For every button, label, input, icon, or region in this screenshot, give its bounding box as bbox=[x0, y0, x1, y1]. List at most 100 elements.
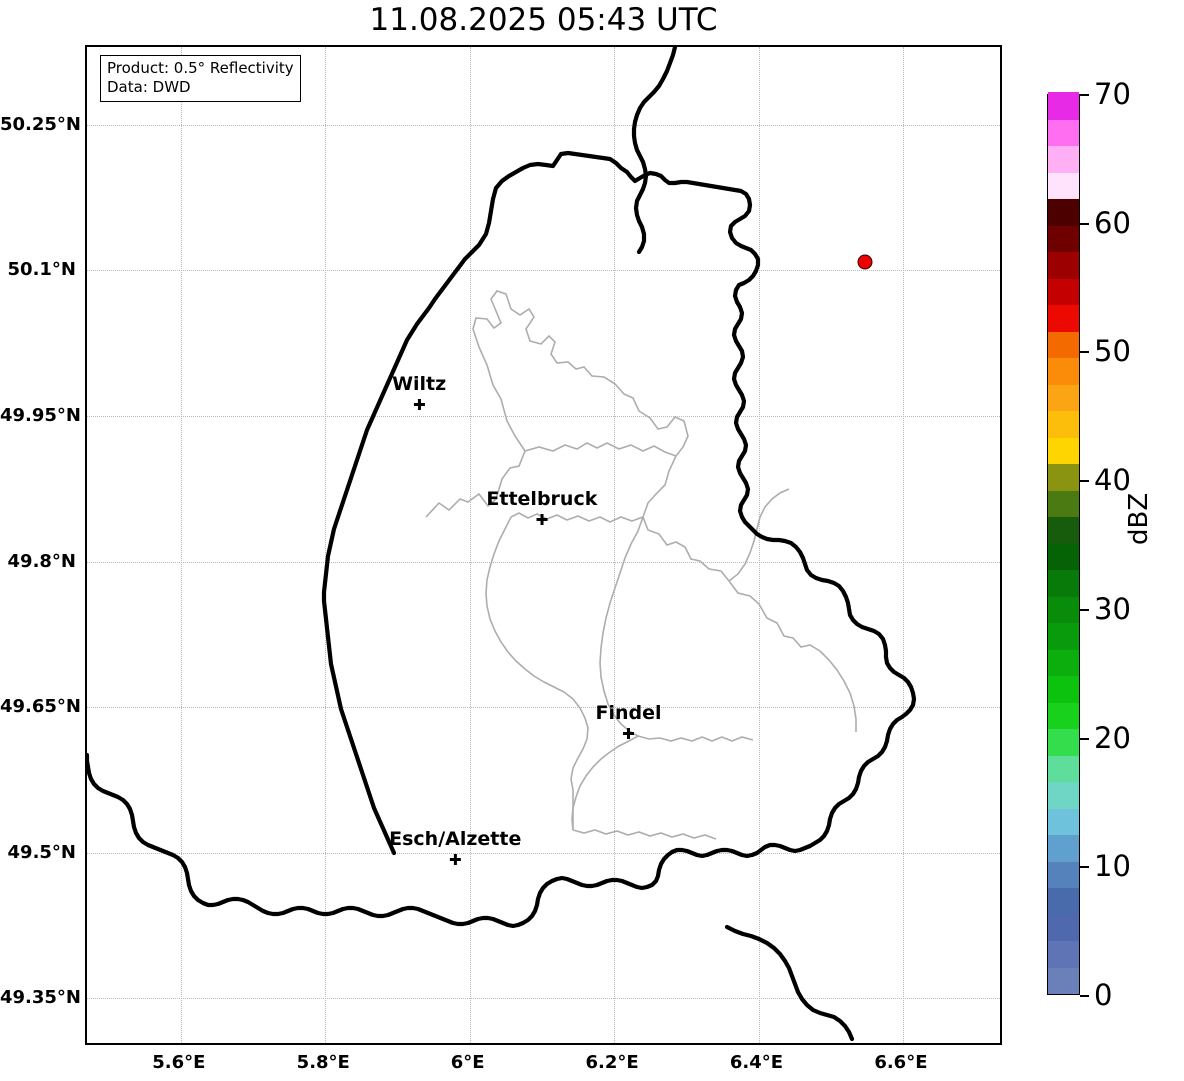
colorbar-tick-mark bbox=[1080, 737, 1089, 740]
colorbar-band bbox=[1048, 940, 1079, 968]
colorbar-band bbox=[1048, 489, 1079, 517]
gridline-horizontal bbox=[87, 998, 1000, 1000]
colorbar-band bbox=[1048, 92, 1079, 120]
city-name: Findel bbox=[595, 702, 662, 725]
city-cross-marker-icon bbox=[623, 728, 635, 740]
city-name: Ettelbruck bbox=[486, 487, 598, 510]
city-label-ettelbruck: Ettelbruck bbox=[486, 487, 598, 525]
colorbar-band bbox=[1048, 463, 1079, 491]
colorbar-band bbox=[1048, 887, 1079, 915]
colorbar-tick-label: 10 bbox=[1094, 849, 1131, 884]
colorbar-band bbox=[1048, 171, 1079, 199]
neighbour-border-ne bbox=[631, 47, 678, 255]
x-axis-tick-label: 6°E bbox=[450, 1052, 485, 1073]
city-label-findel: Findel bbox=[595, 702, 662, 740]
luxembourg-border-west bbox=[321, 249, 475, 856]
gridline-vertical bbox=[325, 47, 327, 1043]
city-name: Wiltz bbox=[392, 373, 447, 396]
colorbar-band bbox=[1048, 860, 1079, 888]
colorbar-band bbox=[1048, 118, 1079, 146]
colorbar-band bbox=[1048, 807, 1079, 835]
gridline-horizontal bbox=[87, 561, 1000, 563]
colorbar-band bbox=[1048, 834, 1079, 862]
colorbar-tick-label: 20 bbox=[1094, 720, 1131, 755]
gridline-vertical bbox=[614, 47, 616, 1043]
map-plot-area[interactable]: Wiltz Ettelbruck Findel Esch/Alzette Produc… bbox=[85, 45, 1002, 1045]
y-axis-tick-label: 50.25°N bbox=[0, 113, 81, 135]
gridline-vertical bbox=[469, 47, 471, 1043]
y-axis-tick-label: 49.5°N bbox=[7, 841, 76, 863]
colorbar-band bbox=[1048, 701, 1079, 729]
colorbar-band bbox=[1048, 542, 1079, 570]
colorbar-tick-label: 70 bbox=[1094, 77, 1131, 111]
colorbar-band bbox=[1048, 966, 1079, 994]
y-axis-tick-label: 50.1°N bbox=[7, 259, 76, 281]
colorbar-tick-label: 0 bbox=[1094, 978, 1113, 1012]
colorbar-band bbox=[1048, 648, 1079, 676]
x-axis-tick-label: 6.2°E bbox=[585, 1052, 639, 1073]
x-axis-tick-label: 6.4°E bbox=[729, 1052, 784, 1073]
colorbar-tick-mark bbox=[1080, 995, 1089, 997]
data-source-line: Data: DWD bbox=[107, 78, 191, 97]
y-axis-tick-label: 49.8°N bbox=[7, 550, 76, 572]
canton-boundaries bbox=[425, 290, 857, 840]
neighbour-border-se bbox=[724, 924, 855, 1042]
map-borders-svg bbox=[87, 47, 917, 1042]
colorbar-tick-mark bbox=[1080, 94, 1089, 96]
gridline-vertical bbox=[180, 47, 182, 1043]
x-axis-tick-label: 5.6°E bbox=[152, 1052, 206, 1073]
city-cross-marker-icon bbox=[413, 399, 425, 411]
y-axis-tick-label: 49.35°N bbox=[0, 987, 81, 1009]
colorbar-band bbox=[1048, 277, 1079, 305]
gridline-vertical bbox=[902, 47, 904, 1043]
colorbar-tick-mark bbox=[1080, 866, 1089, 869]
colorbar-band bbox=[1048, 622, 1079, 650]
colorbar-tick-mark bbox=[1080, 351, 1089, 354]
colorbar-band bbox=[1048, 198, 1079, 226]
city-label-wiltz: Wiltz bbox=[392, 373, 447, 411]
colorbar-band bbox=[1048, 781, 1079, 809]
y-axis-tick-label: 49.65°N bbox=[0, 696, 81, 718]
gridline-horizontal bbox=[87, 270, 1000, 272]
colorbar-band bbox=[1048, 410, 1079, 438]
colorbar-tick-label: 60 bbox=[1094, 205, 1131, 240]
product-info-box: Product: 0.5° Reflectivity Data: DWD bbox=[100, 55, 301, 103]
gridline-horizontal bbox=[87, 124, 1000, 126]
y-axis-tick-label: 49.95°N bbox=[0, 404, 81, 426]
city-cross-marker-icon bbox=[536, 513, 548, 525]
colorbar-band bbox=[1048, 145, 1079, 173]
colorbar-band bbox=[1048, 304, 1079, 332]
colorbar-tick-label: 40 bbox=[1094, 463, 1131, 498]
colorbar-tick-mark bbox=[1080, 480, 1089, 483]
colorbar-band bbox=[1048, 436, 1079, 464]
x-axis-tick-label: 5.8°E bbox=[296, 1052, 350, 1073]
page-title: 11.08.2025 05:43 UTC bbox=[369, 2, 718, 38]
colorbar-band bbox=[1048, 224, 1079, 252]
radar-site-marker[interactable] bbox=[857, 254, 873, 270]
colorbar-tick-label: 30 bbox=[1094, 591, 1131, 626]
reflectivity-colorbar[interactable] bbox=[1047, 92, 1080, 995]
colorbar-band bbox=[1048, 357, 1079, 385]
luxembourg-border bbox=[87, 150, 917, 929]
gridline-horizontal bbox=[87, 707, 1000, 709]
colorbar-band bbox=[1048, 728, 1079, 756]
colorbar-band bbox=[1048, 569, 1079, 597]
colorbar-tick-label: 50 bbox=[1094, 334, 1131, 369]
colorbar-band bbox=[1048, 595, 1079, 623]
colorbar-tick-mark bbox=[1080, 608, 1089, 611]
product-line: Product: 0.5° Reflectivity bbox=[107, 59, 294, 77]
colorbar-band bbox=[1048, 516, 1079, 544]
city-cross-marker-icon bbox=[449, 853, 461, 865]
colorbar-band bbox=[1048, 754, 1079, 782]
colorbar-tick-mark bbox=[1080, 222, 1089, 225]
gridline-vertical bbox=[758, 47, 760, 1043]
x-axis-tick-label: 6.6°E bbox=[874, 1052, 928, 1073]
colorbar-axis-label: dBZ bbox=[1124, 492, 1154, 545]
city-name: Esch/Alzette bbox=[389, 827, 522, 850]
colorbar-band bbox=[1048, 251, 1079, 279]
colorbar-band bbox=[1048, 913, 1079, 941]
city-label-esch-alzette: Esch/Alzette bbox=[389, 827, 522, 865]
gridline-horizontal bbox=[87, 415, 1000, 417]
colorbar-band bbox=[1048, 330, 1079, 358]
gridline-horizontal bbox=[87, 852, 1000, 854]
